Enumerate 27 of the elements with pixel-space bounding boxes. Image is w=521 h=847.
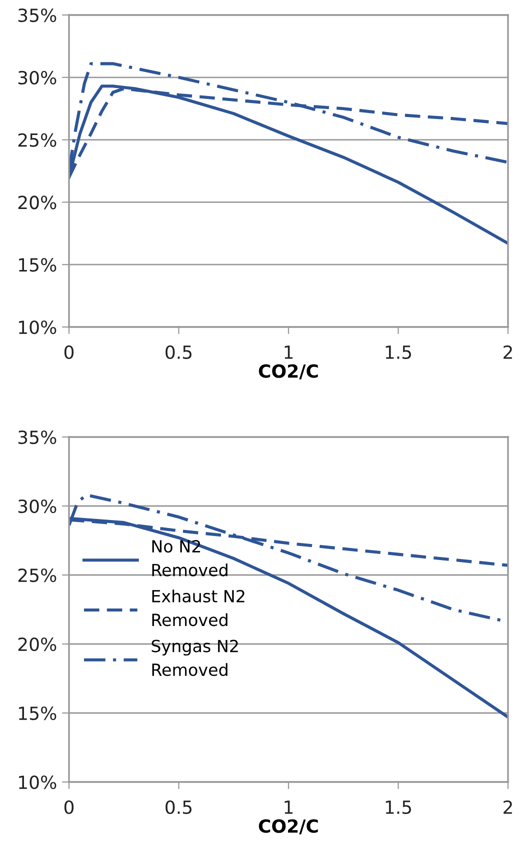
x-tick-label: 1.5 bbox=[386, 800, 412, 814]
y-tick-label: 25% bbox=[18, 568, 56, 582]
x-tick-label: 1 bbox=[284, 346, 293, 359]
y-tick-label: 10% bbox=[19, 320, 56, 334]
y-tick-label: 30% bbox=[18, 70, 56, 85]
x-tick-label: 0 bbox=[64, 345, 74, 360]
y-tick-label: 25% bbox=[18, 133, 56, 147]
y-tick-label: 20% bbox=[18, 637, 56, 652]
y-tick-label: 15% bbox=[19, 706, 56, 720]
y-tick-label: 35% bbox=[18, 430, 56, 444]
x-tick-label: 2 bbox=[504, 800, 512, 814]
legend-label: No N2 Removed bbox=[152, 540, 228, 576]
x-tick-label: 0.5 bbox=[166, 345, 192, 360]
y-tick-label: 35% bbox=[18, 8, 56, 22]
y-tick-label: 15% bbox=[19, 258, 56, 272]
x-tick-label: 1 bbox=[284, 800, 293, 814]
y-tick-label: 30% bbox=[18, 499, 56, 514]
legend-label: Exhaust N2 Removed bbox=[152, 590, 244, 626]
legend-label: Syngas N2 Removed bbox=[152, 640, 238, 676]
x-tick-label: 2 bbox=[504, 345, 512, 359]
x-tick-label: 1.5 bbox=[386, 346, 412, 360]
x-axis-title: CO2/C bbox=[258, 364, 318, 380]
x-axis-title: CO2/C bbox=[258, 819, 318, 834]
y-tick-label: 20% bbox=[18, 196, 56, 210]
y-tick-label: 10% bbox=[19, 775, 56, 790]
x-tick-label: 0.5 bbox=[166, 800, 192, 814]
x-tick-label: 0 bbox=[64, 800, 74, 814]
